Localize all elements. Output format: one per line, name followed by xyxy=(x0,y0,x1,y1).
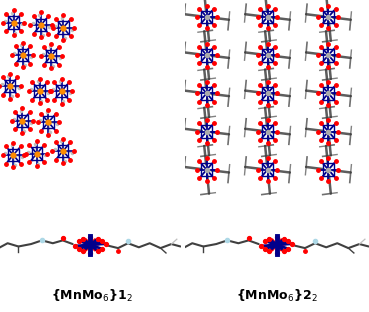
Text: {MnMo$_6$}1$_2$: {MnMo$_6$}1$_2$ xyxy=(51,288,133,305)
Text: {MnMo$_6$}2$_2$: {MnMo$_6$}2$_2$ xyxy=(236,288,318,305)
